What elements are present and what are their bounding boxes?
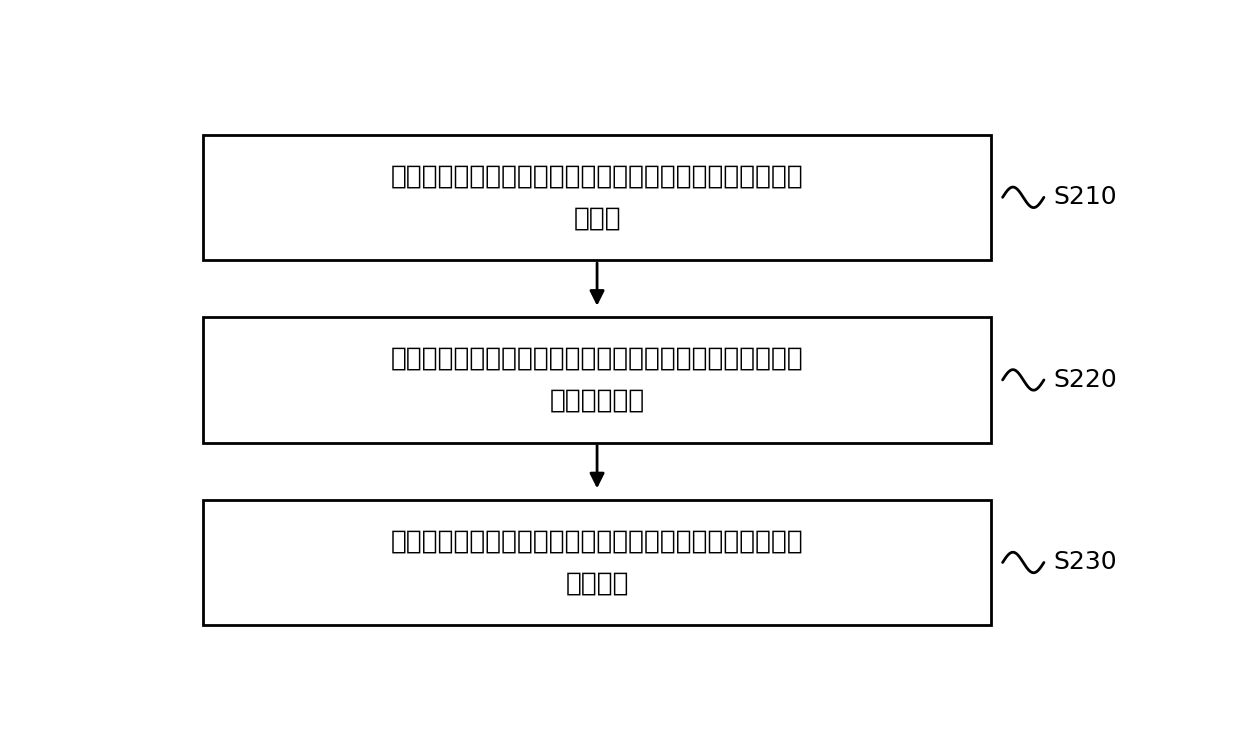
FancyBboxPatch shape <box>203 499 991 625</box>
Text: 获取直播过程中，以可变帧率实时采集得到的至少一个直播
视频帧: 获取直播过程中，以可变帧率实时采集得到的至少一个直播 视频帧 <box>391 163 804 231</box>
Text: 在到达每个定时推送时间点时，将目标直播视频帧向直播服
务器推送: 在到达每个定时推送时间点时，将目标直播视频帧向直播服 务器推送 <box>391 528 804 597</box>
Text: S220: S220 <box>1054 368 1117 392</box>
Text: S210: S210 <box>1054 185 1117 209</box>
Text: S230: S230 <box>1054 551 1117 574</box>
FancyBboxPatch shape <box>203 135 991 260</box>
Text: 实时将最新采集得到的一个直播视频帧作为目标直播视频帧
进行更新存储: 实时将最新采集得到的一个直播视频帧作为目标直播视频帧 进行更新存储 <box>391 346 804 414</box>
FancyBboxPatch shape <box>203 317 991 442</box>
